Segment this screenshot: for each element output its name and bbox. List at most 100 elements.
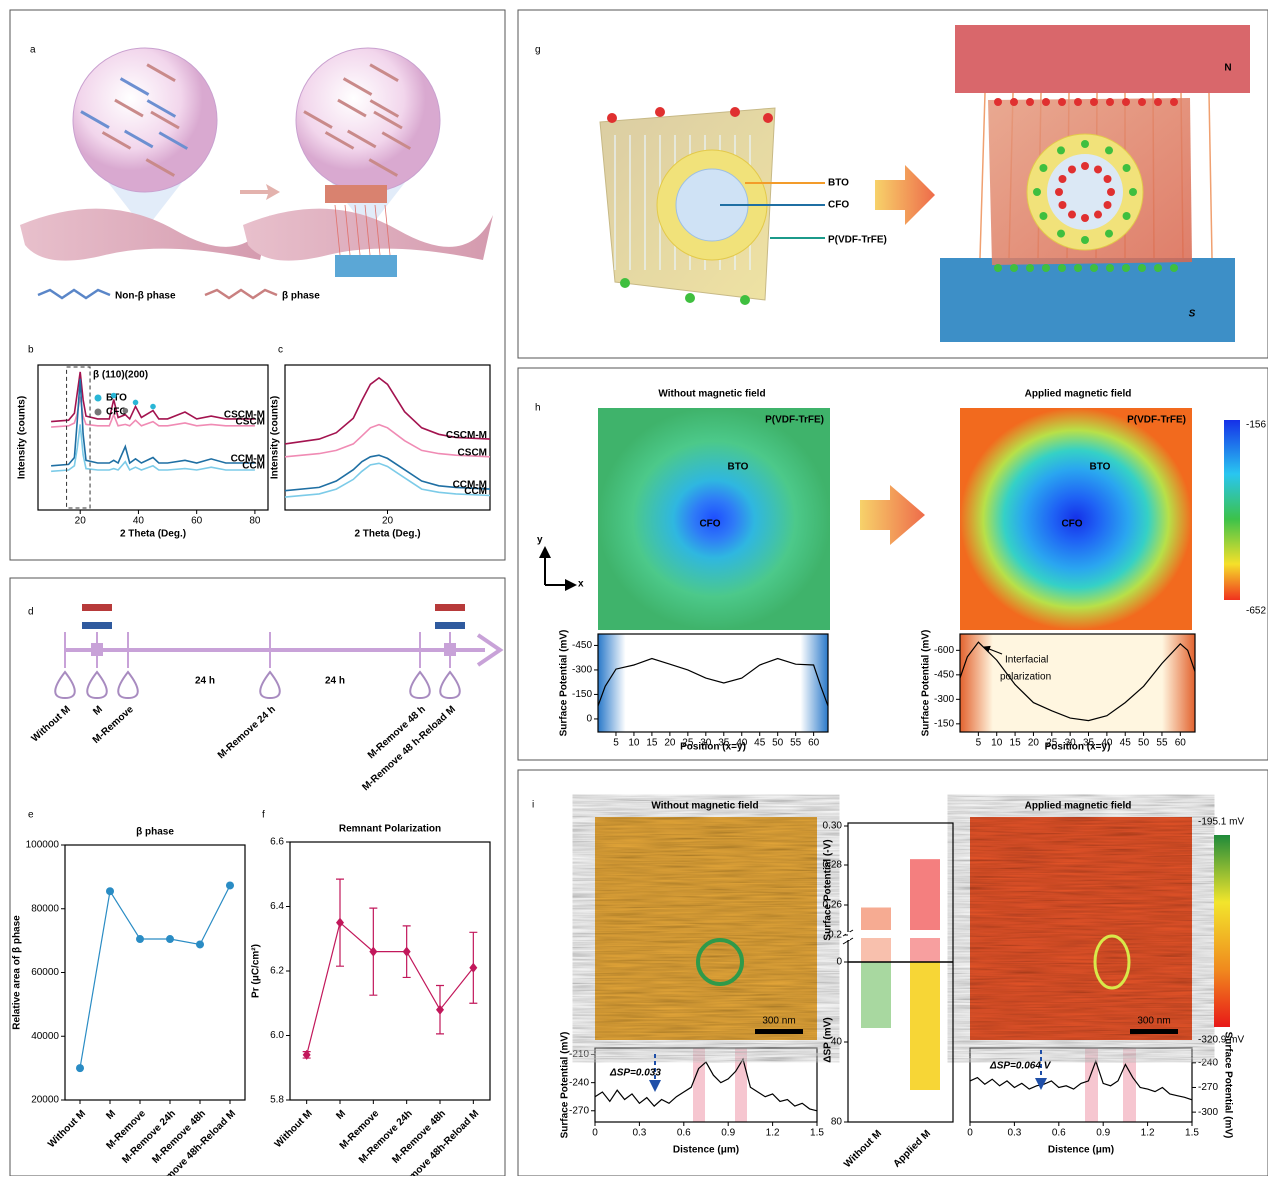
panel-label: b <box>28 345 34 356</box>
x-tick-label: M-Remove 24h <box>120 1108 178 1166</box>
charge <box>1106 264 1114 272</box>
plot-background <box>960 634 1195 732</box>
component-label: BTO <box>828 178 849 189</box>
panel-label: d <box>28 607 34 618</box>
magnet-icon <box>82 604 112 611</box>
x-tick-label: 15 <box>646 738 658 749</box>
charge <box>1074 264 1082 272</box>
y-axis-label: Pr (μC/cm²) <box>251 944 262 998</box>
x-tick-label: 60 <box>808 738 820 749</box>
x-axis-label: Distence (μm) <box>1048 1145 1114 1156</box>
charge <box>1106 98 1114 106</box>
scale-label: 300 nm <box>1137 1016 1170 1027</box>
colorbar <box>1224 420 1240 600</box>
charge <box>1094 165 1102 173</box>
x-tick-label: 1.5 <box>810 1128 824 1139</box>
marker <box>76 1064 84 1072</box>
y-axis-label: Surface Potential (mV) <box>560 1032 571 1139</box>
y-axis-label: Surface Potential (mV) <box>1222 1032 1233 1139</box>
series-label: CCM <box>464 486 487 497</box>
interval-label: 24 h <box>195 676 215 687</box>
marker <box>196 940 204 948</box>
series-label: CCM <box>242 461 265 472</box>
x-tick-label: 0.6 <box>677 1128 691 1139</box>
axis-symbol: x <box>578 579 584 590</box>
sample-icon <box>55 672 75 698</box>
charge <box>994 98 1002 106</box>
x-tick-label: 45 <box>754 738 766 749</box>
panel-label: f <box>262 810 265 821</box>
charge <box>620 278 630 288</box>
charge <box>1081 214 1089 222</box>
x-tick-label: 45 <box>1120 738 1132 749</box>
panel-label: h <box>535 403 541 414</box>
charge <box>1058 201 1066 209</box>
x-tick-label: Without M <box>273 1108 315 1150</box>
panel-label: g <box>535 45 541 56</box>
series-label: CSCM-M <box>446 430 487 441</box>
charge <box>1081 140 1089 148</box>
x-tick-label: 55 <box>1156 738 1168 749</box>
x-tick-label: 40 <box>133 516 145 527</box>
sample-label: M-Remove 24 h <box>216 704 278 761</box>
charge <box>1057 230 1065 238</box>
figure: abcdefghiNon-β phaseβ phase204060802 The… <box>0 0 1268 1176</box>
panel-frame <box>10 578 505 1176</box>
series-label: CSCM <box>236 416 265 427</box>
sample-icon <box>440 672 460 698</box>
colorbar-label: -320.9 mV <box>1198 1035 1244 1046</box>
charge <box>1107 188 1115 196</box>
x-tick-label: 50 <box>772 738 784 749</box>
charge <box>1105 146 1113 154</box>
field-line <box>980 93 985 258</box>
peak-marker <box>111 393 117 399</box>
delta-label: ΔSP=0.064 V <box>989 1061 1052 1072</box>
sample-label: Without M <box>30 704 73 744</box>
x-tick-label: 1.5 <box>1185 1128 1199 1139</box>
plot-frame <box>65 845 245 1100</box>
peak-marker <box>150 404 156 410</box>
charge <box>994 264 1002 272</box>
sample-label: M <box>91 704 105 718</box>
marker <box>403 947 411 957</box>
charge <box>1039 164 1047 172</box>
x-tick-label: M <box>334 1108 348 1122</box>
x-tick-label: 0.9 <box>1096 1128 1110 1139</box>
map-title: Without magnetic field <box>651 801 758 812</box>
annotation: Interfacial <box>1005 655 1048 666</box>
y-tick-label: -300 <box>572 665 592 676</box>
charge <box>607 113 617 123</box>
series-line <box>51 424 255 471</box>
charge <box>740 295 750 305</box>
legend-label: BTO <box>106 393 127 404</box>
charge <box>1042 264 1050 272</box>
magnet-label: S <box>1189 309 1196 320</box>
panel-label: a <box>30 45 36 56</box>
charge <box>1039 212 1047 220</box>
y-tick-label: 80000 <box>31 903 59 914</box>
y-tick-label: -600 <box>934 645 954 656</box>
sample-icon <box>410 672 430 698</box>
x-tick-label: 60 <box>1175 738 1187 749</box>
x-tick-label: 0 <box>592 1128 598 1139</box>
sample-icon <box>87 672 107 698</box>
x-tick-label: 5 <box>613 738 619 749</box>
map-label: P(VDF-TrFE) <box>1127 415 1186 426</box>
x-axis-label: Position (x=y) <box>1045 742 1111 753</box>
x-axis-label: Distence (μm) <box>673 1145 739 1156</box>
colorbar <box>1214 835 1230 1027</box>
legend-marker <box>95 395 102 402</box>
axis-gap <box>846 932 850 940</box>
y-tick-label: 6.0 <box>270 1030 284 1041</box>
charge <box>1068 211 1076 219</box>
y-axis-label: Relative area of β phase <box>12 915 23 1030</box>
map-label: P(VDF-TrFE) <box>765 415 824 426</box>
highlight-band <box>693 1048 705 1122</box>
charge <box>1090 98 1098 106</box>
charge <box>1026 264 1034 272</box>
y-tick-label: -300 <box>1198 1107 1218 1118</box>
y-tick-label: 6.2 <box>270 966 284 977</box>
map-title: Applied magnetic field <box>1025 801 1132 812</box>
plot-frame <box>38 365 268 510</box>
afm-map <box>970 817 1192 1040</box>
